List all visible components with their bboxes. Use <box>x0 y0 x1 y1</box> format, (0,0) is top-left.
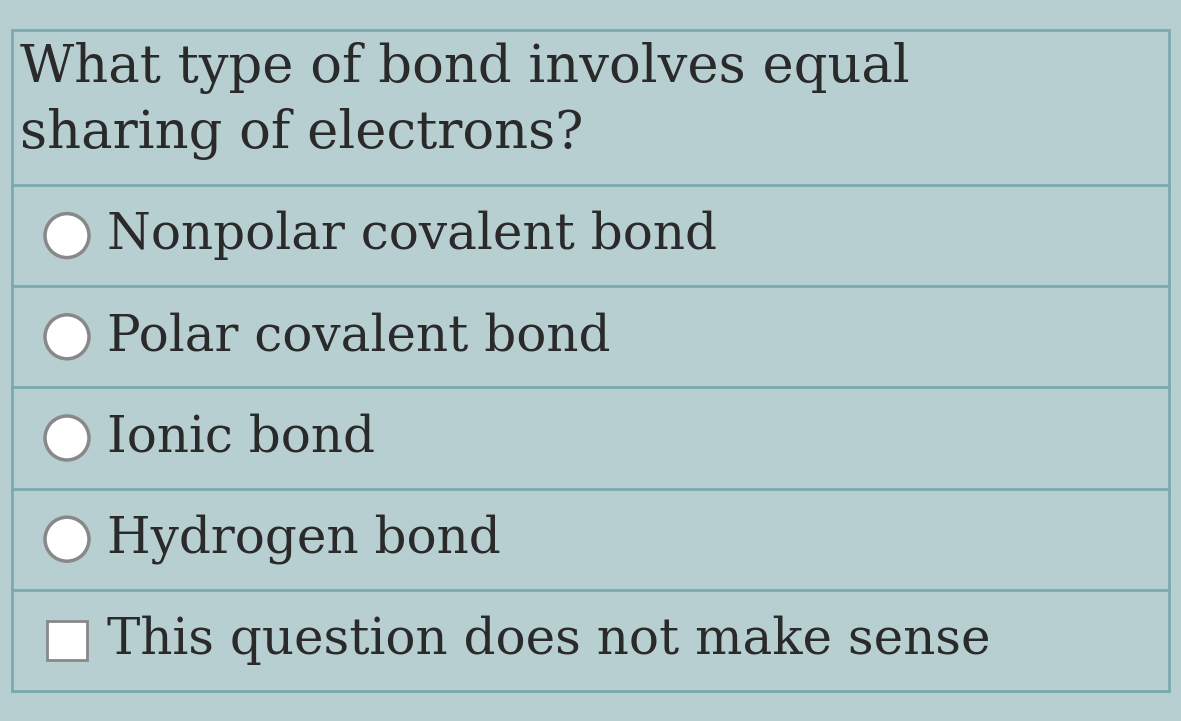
Ellipse shape <box>45 517 89 561</box>
Text: This question does not make sense: This question does not make sense <box>107 616 991 665</box>
Text: Hydrogen bond: Hydrogen bond <box>107 514 501 564</box>
Ellipse shape <box>45 416 89 460</box>
Text: Ionic bond: Ionic bond <box>107 413 376 463</box>
FancyBboxPatch shape <box>47 621 86 660</box>
Ellipse shape <box>45 315 89 359</box>
Text: Nonpolar covalent bond: Nonpolar covalent bond <box>107 211 717 260</box>
Text: Polar covalent bond: Polar covalent bond <box>107 312 611 361</box>
Text: What type of bond involves equal
sharing of electrons?: What type of bond involves equal sharing… <box>20 42 909 160</box>
Ellipse shape <box>45 213 89 257</box>
